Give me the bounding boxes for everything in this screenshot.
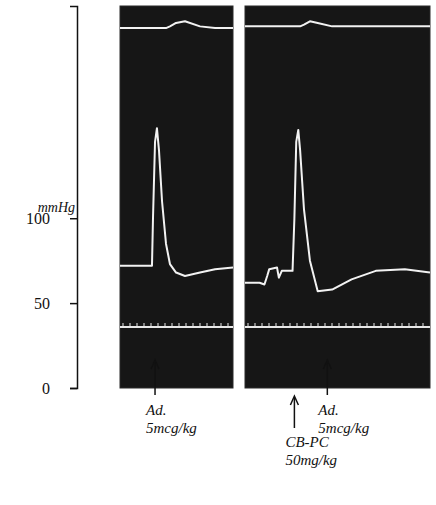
y-tick: 0 bbox=[42, 380, 77, 397]
y-tick-mark bbox=[70, 388, 77, 390]
time-marker-tick bbox=[221, 323, 222, 327]
annotation-arrowhead bbox=[151, 360, 159, 369]
time-marker-tick bbox=[381, 323, 382, 327]
time-marker-tick bbox=[144, 323, 145, 327]
annotation-line: CB-PC bbox=[285, 434, 329, 450]
time-marker-tick bbox=[416, 323, 417, 327]
time-marker-tick bbox=[332, 323, 333, 327]
time-marker-tick bbox=[228, 323, 229, 327]
plot-area bbox=[120, 21, 233, 276]
plot-area bbox=[245, 21, 430, 291]
time-marker-tick bbox=[395, 323, 396, 327]
time-marker-tick bbox=[137, 323, 138, 327]
time-marker-tick bbox=[346, 323, 347, 327]
time-marker-tick bbox=[374, 323, 375, 327]
annotation-text: Ad. 5mcg/kg bbox=[145, 402, 197, 436]
time-marker-tick bbox=[388, 323, 389, 327]
time-marker-tick bbox=[367, 323, 368, 327]
y-tick-label: 0 bbox=[42, 380, 50, 397]
time-marker-tick bbox=[130, 323, 131, 327]
annotation-arrowhead bbox=[323, 360, 331, 369]
annotation-text: CB-PC 50mg/kg bbox=[285, 434, 337, 468]
panel-background bbox=[245, 6, 430, 388]
y-tick-mark bbox=[70, 303, 77, 305]
y-tick: 50 bbox=[34, 295, 77, 312]
y-tick-mark bbox=[70, 218, 77, 220]
time-marker-tick bbox=[165, 323, 166, 327]
time-marker-tick bbox=[409, 323, 410, 327]
time-marker-tick bbox=[255, 323, 256, 327]
annotation-arrow bbox=[154, 362, 156, 395]
time-marker-tick bbox=[262, 323, 263, 327]
time-marker-tick bbox=[200, 323, 201, 327]
time-marker-tick bbox=[207, 323, 208, 327]
time-marker-tick bbox=[304, 323, 305, 327]
time-marker bbox=[120, 323, 233, 327]
annotation: CB-PC 50mg/kg bbox=[285, 396, 337, 468]
time-marker-tick bbox=[402, 323, 403, 327]
time-marker-tick bbox=[325, 323, 326, 327]
chart: 050100mmHgAd.5mcg/kgAd.5mcg/kgCB-PC50mg/… bbox=[0, 0, 436, 505]
time-marker-tick bbox=[311, 323, 312, 327]
annotation-line: Ad. bbox=[317, 402, 338, 418]
time-marker-tick bbox=[297, 323, 298, 327]
annotation-arrowhead bbox=[290, 396, 298, 405]
annotation-arrow bbox=[294, 398, 296, 428]
time-marker-tick bbox=[318, 323, 319, 327]
annotation-line: 5mcg/kg bbox=[146, 420, 197, 436]
y-axis-line bbox=[70, 7, 78, 389]
panel bbox=[120, 6, 233, 388]
time-marker-tick bbox=[276, 323, 277, 327]
time-marker-tick bbox=[123, 323, 124, 327]
time-marker-tick bbox=[423, 323, 424, 327]
time-marker-tick bbox=[248, 323, 249, 327]
annotation: Ad. 5mcg/kg bbox=[145, 360, 197, 436]
annotation: Ad.5mcg/kg bbox=[317, 360, 369, 436]
annotation-line: 50mg/kg bbox=[285, 452, 337, 468]
trace bbox=[120, 128, 233, 276]
y-axis: 050100 bbox=[26, 7, 78, 397]
time-marker-tick bbox=[360, 323, 361, 327]
time-marker-tick bbox=[269, 323, 270, 327]
time-marker-tick bbox=[179, 323, 180, 327]
time-marker-tick bbox=[158, 323, 159, 327]
annotation-arrow bbox=[327, 362, 329, 395]
time-marker-tick bbox=[339, 323, 340, 327]
time-marker-tick bbox=[186, 323, 187, 327]
time-marker-tick bbox=[283, 323, 284, 327]
panel bbox=[245, 6, 430, 388]
y-axis-title: mmHg bbox=[38, 200, 75, 215]
y-tick-label: 50 bbox=[34, 295, 50, 312]
time-marker-tick bbox=[353, 323, 354, 327]
time-marker-tick bbox=[214, 323, 215, 327]
time-marker bbox=[245, 323, 430, 327]
trace bbox=[120, 21, 233, 28]
trace bbox=[245, 130, 430, 291]
annotation-text: Ad.5mcg/kg bbox=[317, 402, 369, 436]
time-marker-tick bbox=[193, 323, 194, 327]
time-marker-tick bbox=[290, 323, 291, 327]
time-marker-tick bbox=[151, 323, 152, 327]
annotation-line: Ad. bbox=[145, 402, 166, 418]
time-marker-tick bbox=[172, 323, 173, 327]
panel-background bbox=[120, 6, 233, 388]
trace bbox=[245, 21, 430, 26]
